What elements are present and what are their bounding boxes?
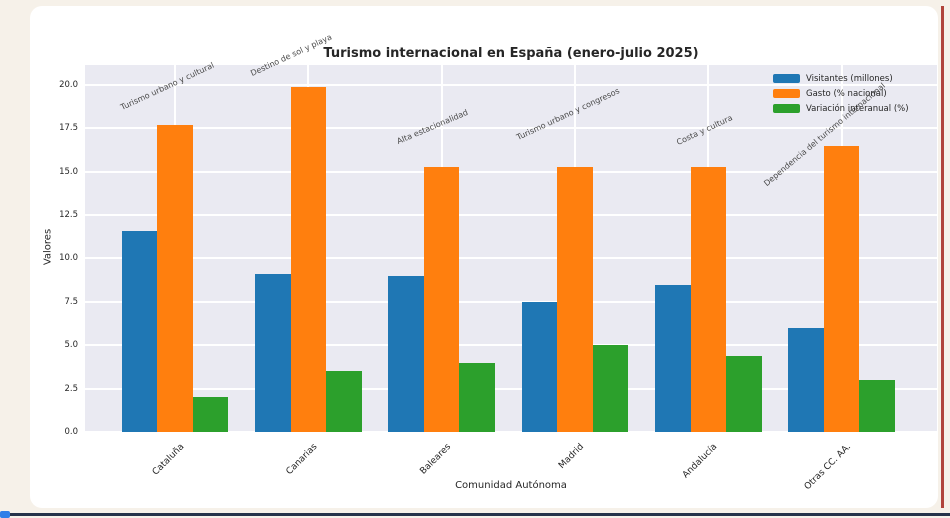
x-tick-label: Andalucía <box>681 442 720 481</box>
window-edge-bottom <box>10 513 950 516</box>
legend-color-swatch <box>773 104 800 113</box>
y-tick-label: 10.0 <box>59 253 78 264</box>
window-corner-accent <box>0 511 10 518</box>
legend-item: Gasto (% nacional) <box>773 86 909 101</box>
bar <box>290 86 327 432</box>
bar-group-annotation: Turismo urbano y congresos <box>515 86 621 142</box>
bar <box>859 379 895 432</box>
bar-group-annotation: Costa y cultura <box>675 113 734 147</box>
gridline-horizontal <box>85 127 937 130</box>
window-edge-right <box>941 6 944 508</box>
x-tick-label: Cataluña <box>150 442 187 478</box>
bar <box>157 124 193 432</box>
bar <box>655 284 691 432</box>
y-axis: 0.0 2.5 5.0 7.5 10.0 12.5 15.0 17.5 20.0 <box>30 65 78 437</box>
gridline-horizontal <box>85 257 937 260</box>
gridline-horizontal <box>85 170 937 173</box>
chart-title: Turismo internacional en España (enero-j… <box>323 46 699 61</box>
bar-group-annotation: Turismo urbano y cultural <box>119 60 216 112</box>
legend-item: Visitantes (millones) <box>773 71 909 86</box>
y-tick-label: 0.0 <box>64 427 78 437</box>
legend-label: Gasto (% nacional) <box>806 88 887 99</box>
bar <box>690 166 727 432</box>
x-tick-label: Baleares <box>418 442 453 477</box>
y-tick-label: 17.5 <box>59 123 78 134</box>
bar <box>388 275 424 432</box>
gridline-horizontal <box>85 300 937 303</box>
legend-label: Visitantes (millones) <box>806 73 893 84</box>
gridline-horizontal <box>85 431 937 433</box>
bar <box>255 274 291 432</box>
x-tick-label: Canarias <box>284 442 320 477</box>
bar <box>557 166 593 432</box>
plot-area: Visitantes (millones) Gasto (% nacional) V… <box>85 32 937 433</box>
bar <box>423 166 460 432</box>
x-axis-label: Comunidad Autónoma <box>455 480 567 491</box>
legend-color-swatch <box>773 89 800 98</box>
gridline-horizontal <box>85 83 937 86</box>
y-tick-label: 15.0 <box>59 166 78 177</box>
legend-color-swatch <box>773 74 800 83</box>
gridline-horizontal <box>85 344 937 347</box>
bar <box>788 327 824 432</box>
legend: Visitantes (millones) Gasto (% nacional) V… <box>773 71 909 116</box>
bar <box>823 145 860 432</box>
legend-item: Variación interanual (%) <box>773 101 909 116</box>
y-tick-label: 2.5 <box>64 383 78 394</box>
figure-card: Turismo internacional en España (enero-j… <box>30 6 938 508</box>
gridline-horizontal <box>85 387 937 390</box>
bar <box>521 301 558 432</box>
gridline-horizontal <box>85 214 937 217</box>
bar <box>192 397 229 432</box>
bar <box>726 355 762 432</box>
y-tick-label: 12.5 <box>59 210 78 221</box>
y-tick-label: 5.0 <box>64 340 78 351</box>
bar <box>459 362 495 432</box>
legend-label: Variación interanual (%) <box>806 103 909 114</box>
x-tick-label: Madrid <box>557 442 587 471</box>
y-tick-label: 7.5 <box>64 296 78 307</box>
bar <box>121 230 158 432</box>
bar <box>592 345 629 432</box>
y-tick-label: 20.0 <box>59 79 78 90</box>
bar <box>326 371 362 432</box>
